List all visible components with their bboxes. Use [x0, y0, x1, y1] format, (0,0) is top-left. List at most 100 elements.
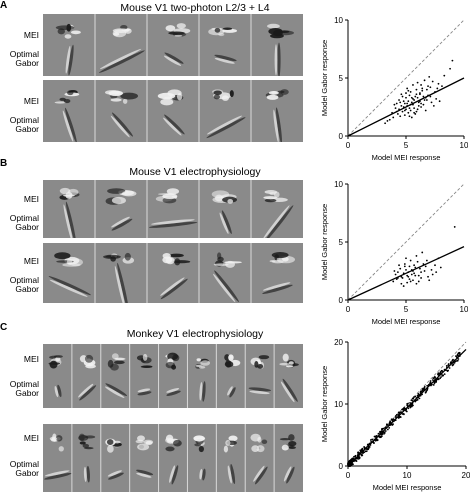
x-axis-label: Model MEI response — [372, 153, 441, 162]
x-tick-label: 20 — [462, 471, 470, 480]
scatter-point — [451, 59, 454, 62]
stimulus-grid — [43, 180, 303, 238]
scatter-point — [402, 407, 405, 410]
gabor-image — [63, 201, 76, 238]
scatter-point — [415, 93, 418, 96]
scatter-point — [371, 438, 374, 441]
scatter-point — [415, 110, 418, 113]
scatter-point — [393, 270, 396, 272]
scatter-point — [396, 271, 399, 274]
row-label-line1: Optimal — [9, 115, 39, 125]
scatter-point — [447, 364, 450, 366]
mei-image — [105, 438, 122, 453]
scatter-point — [439, 266, 442, 269]
scatter-point — [427, 275, 429, 278]
scatter-point — [394, 107, 397, 110]
scatter-point — [392, 280, 395, 283]
scatter-point — [413, 107, 416, 110]
scatter-point — [348, 460, 351, 462]
gabor-image — [262, 282, 293, 294]
scatter-point — [403, 114, 406, 117]
scatter-point — [419, 267, 421, 270]
scatter-point — [423, 79, 426, 82]
mei-image — [212, 89, 234, 101]
scatter-point — [414, 113, 417, 115]
scatter-point — [388, 118, 391, 121]
gabor-image — [227, 463, 236, 484]
stimulus-grid — [43, 80, 303, 142]
gabor-image — [78, 383, 97, 401]
scatter-point — [435, 97, 438, 100]
scatter-point — [421, 87, 424, 90]
scatter-point — [405, 257, 407, 260]
scatter-point — [417, 101, 420, 104]
y-tick-label: 5 — [339, 238, 344, 247]
scatter-point — [412, 84, 414, 86]
gabor-image — [110, 112, 134, 138]
scatter-point — [456, 353, 459, 356]
scatter-point — [376, 439, 378, 442]
mei-image — [54, 252, 83, 267]
scatter-point — [397, 417, 400, 419]
scatter-point — [417, 280, 420, 283]
scatter-point — [419, 92, 421, 94]
scatter-point — [395, 102, 398, 105]
scatter-point — [430, 268, 433, 271]
scatter-point — [443, 373, 446, 376]
scatter-point — [415, 88, 418, 91]
mei-image — [78, 433, 96, 450]
scatter-point — [436, 87, 439, 90]
gabor-image — [280, 378, 298, 403]
fit-line — [347, 77, 465, 137]
scatter-point — [427, 85, 429, 88]
row-label-line2: Gabor — [15, 388, 39, 398]
scatter-point — [401, 95, 404, 98]
scatter-point — [415, 255, 418, 257]
panel-letter-a: A — [0, 0, 8, 11]
row-label-optimal-gabor: Optimal Gabor — [0, 276, 39, 294]
scatter-point — [398, 99, 400, 101]
scatter-point — [421, 89, 424, 92]
scatter-point — [408, 278, 411, 281]
scatter-point — [417, 104, 420, 107]
stimulus-thumbnails — [48, 243, 296, 303]
scatter-point — [437, 82, 440, 85]
scatter-point — [422, 103, 425, 106]
gabor-image — [219, 210, 232, 234]
scatter-point — [400, 282, 403, 285]
scatter-point — [386, 120, 389, 122]
row-label-mei: MEI — [23, 354, 39, 364]
scatter-point — [432, 384, 435, 386]
gabor-image — [160, 277, 188, 300]
scatter-point — [423, 385, 426, 388]
scatter-point — [355, 460, 358, 462]
scatter-point — [406, 87, 409, 90]
scatter-point — [440, 376, 443, 378]
mei-image — [105, 188, 137, 205]
scatter-point — [384, 122, 387, 125]
row-label-optimal-gabor: Optimal Gabor — [0, 214, 39, 232]
scatter-point — [415, 282, 418, 285]
scatter-point — [441, 374, 443, 376]
row-label-optimal-gabor: Optimal Gabor — [0, 116, 39, 134]
gabor-image — [206, 115, 246, 139]
scatter-point — [379, 436, 382, 439]
row-label-line2: Gabor — [15, 468, 39, 478]
scatter-point — [428, 279, 431, 282]
scatter-point — [432, 104, 435, 107]
scatter-point — [421, 251, 424, 254]
scatter-point — [413, 272, 416, 275]
gabor-image — [169, 465, 179, 485]
gabor-image — [166, 388, 181, 396]
scatter-point — [420, 84, 422, 86]
scatter-point — [447, 369, 450, 372]
y-tick-label: 5 — [339, 74, 344, 83]
fit-line — [347, 348, 467, 467]
scatter-point — [405, 92, 407, 94]
panel-title-a: Mouse V1 two-photon L2/3 + L4 — [120, 2, 270, 14]
gabor-image — [214, 54, 237, 64]
mei-image — [107, 353, 126, 371]
scatter-point — [352, 463, 354, 466]
y-tick-label: 0 — [339, 462, 344, 471]
x-tick-label: 0 — [346, 141, 351, 150]
